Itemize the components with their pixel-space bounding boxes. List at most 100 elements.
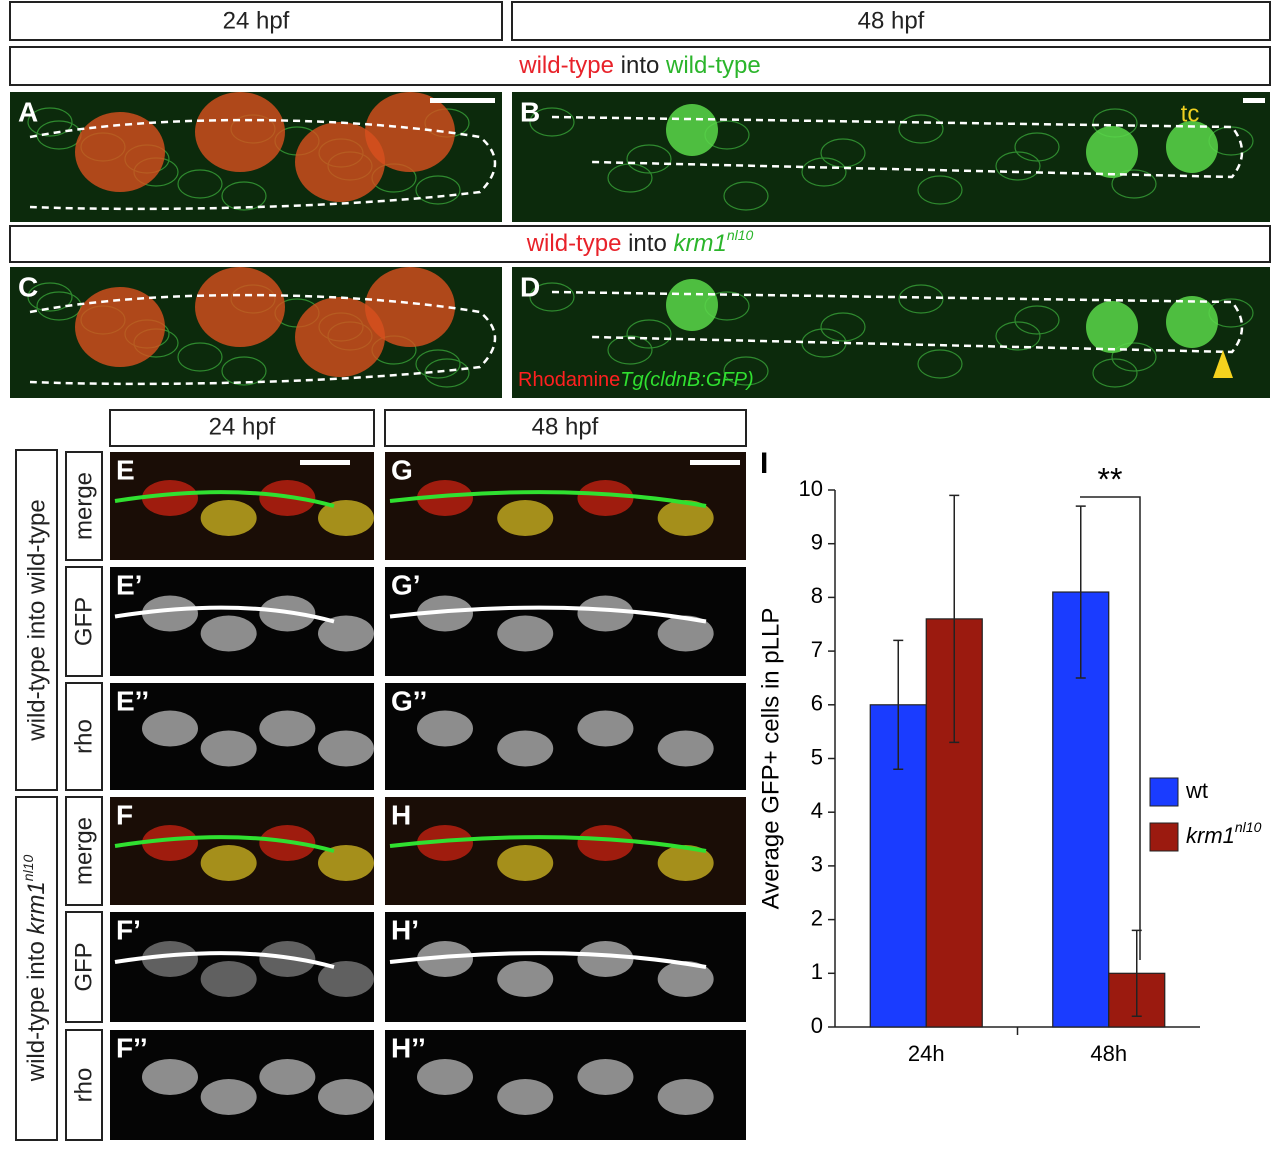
cell <box>497 615 554 652</box>
cell <box>1092 358 1138 388</box>
cell <box>1014 132 1060 162</box>
text: nl10 <box>727 227 754 243</box>
cell <box>200 500 257 536</box>
cell <box>577 710 634 747</box>
axon <box>389 835 707 853</box>
cell <box>497 845 554 881</box>
header: 24 hpf <box>209 413 276 440</box>
header-box <box>109 409 375 447</box>
group-label: wild-type into krm1nl10 <box>20 855 51 1083</box>
cell <box>417 595 473 632</box>
rho-cell <box>75 112 165 192</box>
row-box <box>65 682 103 791</box>
cell <box>820 138 866 168</box>
cell <box>497 1079 554 1115</box>
y-tick-label: 9 <box>811 530 823 555</box>
rho-cell <box>195 267 285 347</box>
axon <box>114 605 335 624</box>
axon <box>389 951 707 969</box>
scale-bar <box>300 460 350 465</box>
legend-label: wt <box>1185 778 1208 803</box>
text: nl10 <box>20 855 36 882</box>
y-tick-label: 5 <box>811 744 823 769</box>
panel-label: G’’ <box>391 685 427 716</box>
x-tick-label: 48h <box>1090 1041 1127 1066</box>
cell <box>177 169 223 199</box>
text: wild-type <box>665 52 761 79</box>
text: wild-type <box>526 230 622 257</box>
row-box <box>9 46 1271 86</box>
y-tick-label: 8 <box>811 583 823 608</box>
panel-label: H’ <box>391 914 419 945</box>
row-box <box>65 1029 103 1141</box>
rosette <box>1166 296 1218 348</box>
cell <box>177 342 223 372</box>
group-box <box>15 796 58 1141</box>
bar <box>1052 591 1110 1028</box>
cell <box>318 1079 374 1115</box>
rosette <box>1086 301 1138 353</box>
rho-cell <box>295 297 385 377</box>
panel-label: G <box>391 454 413 485</box>
header: 24 hpf <box>223 7 290 34</box>
arrowhead <box>1213 350 1233 378</box>
text: Tg(cldnB:GFP) <box>620 369 753 391</box>
cell <box>417 1059 473 1095</box>
outline <box>29 293 497 386</box>
significance-bracket <box>1080 496 1141 960</box>
cell <box>657 845 714 881</box>
header-box <box>384 409 747 447</box>
text: into <box>628 230 667 257</box>
y-tick-label: 7 <box>811 637 823 662</box>
cell <box>657 615 714 652</box>
panel-label: I <box>760 447 768 480</box>
panel-label: H’’ <box>391 1032 426 1063</box>
panel-label: E’’ <box>116 685 149 716</box>
cell <box>577 941 634 977</box>
panel-label: C <box>18 271 38 302</box>
text: wild-type into <box>23 935 50 1083</box>
cell <box>142 480 198 516</box>
rho-cell <box>195 92 285 172</box>
rosette <box>666 104 718 156</box>
axon <box>114 835 335 853</box>
text: nl10 <box>1235 819 1262 835</box>
cell <box>318 615 374 652</box>
y-tick-label: 1 <box>811 959 823 984</box>
panel-label: F <box>116 799 133 830</box>
rho-cell <box>75 287 165 367</box>
row-label: wild-type into wild-type <box>518 52 760 79</box>
cell <box>417 825 473 861</box>
cell <box>577 480 634 516</box>
text: wt <box>1185 778 1208 803</box>
cell <box>497 500 554 536</box>
cell <box>995 321 1041 351</box>
cell <box>577 825 634 861</box>
header: 48 hpf <box>532 413 599 440</box>
y-tick-label: 6 <box>811 691 823 716</box>
text: Rhodamine <box>518 369 620 391</box>
panel-label: E <box>116 454 135 485</box>
cell <box>417 710 473 747</box>
cell <box>607 335 653 365</box>
cell <box>657 500 714 536</box>
cell <box>417 480 473 516</box>
legend-label: krm1nl10 <box>1186 819 1262 848</box>
cell <box>417 941 473 977</box>
error-bar <box>1075 505 1086 679</box>
channel-label: rho <box>70 719 97 754</box>
micrograph <box>512 92 1270 222</box>
cell <box>917 349 963 379</box>
cell <box>1111 342 1157 372</box>
rosette <box>666 279 718 331</box>
cell <box>142 1059 198 1095</box>
panel-label: A <box>18 96 38 127</box>
scale-bar <box>1243 98 1265 103</box>
cell <box>995 151 1041 181</box>
cell <box>200 615 257 652</box>
cell <box>801 157 847 187</box>
y-tick-label: 2 <box>811 905 823 930</box>
text: krm1 <box>23 881 50 934</box>
annotation: tc <box>1181 100 1200 127</box>
